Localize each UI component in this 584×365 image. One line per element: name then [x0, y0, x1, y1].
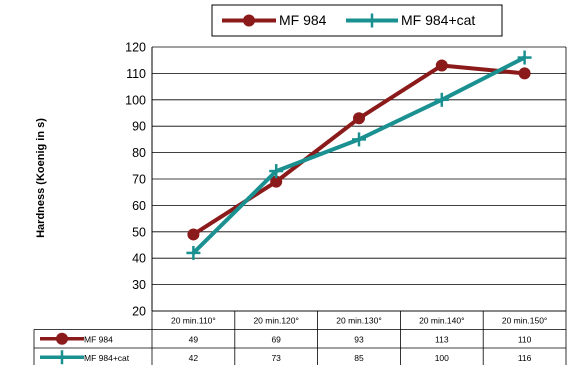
data-value: 73: [271, 353, 281, 363]
data-value: 116: [518, 353, 532, 363]
category-label: 20 min.130°: [336, 316, 381, 326]
series-line-1: [192, 63, 525, 237]
y-axis-label: Hardness (Koenig in s): [35, 118, 47, 238]
data-value: 85: [354, 353, 364, 363]
data-value: 110: [518, 334, 532, 344]
y-tick-label: 30: [132, 278, 146, 292]
table-series-name: MF 984: [84, 334, 113, 344]
series-1-point: [353, 112, 365, 125]
legend: MF 984 MF 984+cat: [211, 4, 503, 37]
data-value: 42: [189, 353, 199, 363]
series-1-point: [435, 59, 448, 72]
series-2-point: [186, 245, 201, 260]
table-series-name: MF 984+cat: [84, 353, 130, 363]
legend-label: MF 984: [279, 12, 327, 28]
series-line-2: [191, 55, 526, 255]
table-series-key-marker: [56, 332, 68, 345]
y-tick-label: 40: [132, 252, 146, 266]
series-1-point: [518, 67, 531, 80]
series-2-point: [352, 132, 366, 147]
y-tick-label: 110: [126, 67, 146, 81]
series-2-point: [517, 50, 532, 65]
y-tick-label: 60: [132, 199, 146, 213]
series-1-point: [270, 175, 283, 188]
table-series-key-marker: [55, 350, 69, 365]
category-label: 20 min.120°: [253, 316, 298, 326]
y-tick-label: 120: [125, 41, 146, 55]
legend-label: MF 984+cat: [401, 12, 475, 28]
series-1-point: [187, 228, 200, 241]
category-label: 20 min.140°: [419, 316, 464, 326]
legend-key-marker: [365, 13, 379, 28]
y-tick-label: 20: [132, 305, 146, 319]
data-value: 93: [354, 334, 364, 344]
y-tick-label: 70: [132, 173, 146, 187]
gridlines: [151, 46, 567, 312]
data-value: 49: [189, 334, 199, 344]
series-2-point: [434, 92, 449, 107]
data-value: 113: [435, 334, 449, 344]
y-axis-ticks: 20 30 40 50 60 70 80 90 100 110 120: [125, 41, 146, 319]
data-table: 20 min.110° 20 min.120° 20 min.130° 20 min.…: [33, 310, 567, 365]
data-value: 69: [271, 334, 281, 344]
y-tick-label: 50: [132, 225, 146, 239]
y-tick-label: 100: [125, 93, 146, 107]
legend-key-marker: [243, 14, 255, 27]
category-label: 20 min.110°: [171, 316, 216, 326]
y-tick-label: 80: [132, 146, 146, 160]
data-value: 100: [435, 353, 449, 363]
category-label: 20 min.150°: [502, 316, 547, 326]
series-2-point: [269, 164, 284, 179]
plot-area: [186, 50, 532, 260]
y-tick-label: 90: [132, 120, 146, 134]
